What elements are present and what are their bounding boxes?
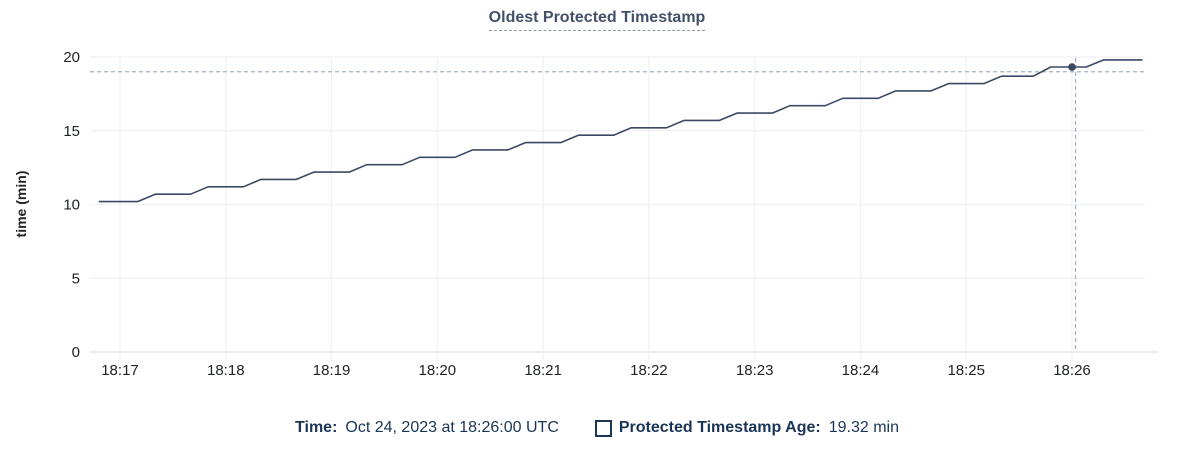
hover-point-dot	[1068, 63, 1076, 71]
chart-title[interactable]: Oldest Protected Timestamp	[488, 9, 706, 31]
x-tick-label: 18:20	[419, 362, 457, 379]
y-tick-label: 15	[63, 123, 80, 140]
y-tick-label: 20	[63, 49, 80, 66]
legend-time-label: Time:	[295, 419, 338, 436]
x-tick-label: 18:22	[630, 362, 668, 379]
legend-series-value: 19.32 min	[828, 419, 899, 436]
x-tick-label: 18:18	[207, 362, 245, 379]
x-tick-label: 18:26	[1053, 362, 1091, 379]
legend-series-toggle[interactable]: Protected Timestamp Age: 19.32 min	[594, 419, 899, 437]
x-tick-label: 18:23	[736, 362, 774, 379]
chart-legend: Time: Oct 24, 2023 at 18:26:00 UTC Prote…	[0, 419, 1194, 437]
plot-area[interactable]	[90, 57, 1145, 352]
y-tick-label: 0	[72, 344, 80, 361]
series-line-protected-timestamp-age	[98, 59, 1143, 203]
series-checkbox[interactable]	[594, 419, 612, 437]
x-tick-label: 18:21	[524, 362, 562, 379]
timeseries-chart: time (min) 18:17 18:18 18:19 18:20 18:21 18:2…	[13, 49, 1158, 379]
y-axis-label: time (min)	[13, 171, 29, 238]
x-tick-label: 18:19	[313, 362, 351, 379]
chart-title-row: Oldest Protected Timestamp	[0, 9, 1194, 31]
legend-series-label: Protected Timestamp Age:	[618, 419, 821, 436]
y-tick-label: 10	[63, 197, 80, 214]
legend-time: Time: Oct 24, 2023 at 18:26:00 UTC	[295, 419, 559, 437]
x-tick-label: 18:24	[842, 362, 880, 379]
y-tick-label: 5	[72, 270, 80, 287]
x-tick-label: 18:17	[101, 362, 139, 379]
x-tick-label: 18:25	[947, 362, 985, 379]
legend-time-value: Oct 24, 2023 at 18:26:00 UTC	[345, 419, 559, 436]
